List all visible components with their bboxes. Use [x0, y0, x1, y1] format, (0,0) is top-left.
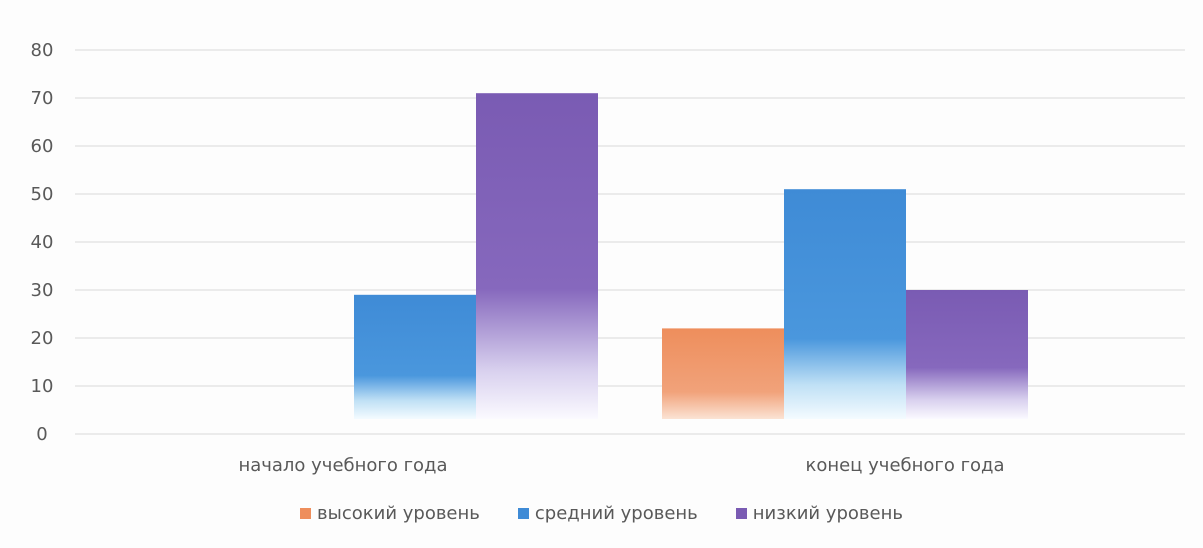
x-axis-categories: начало учебного года конец учебного года [238, 455, 1004, 476]
legend-label: низкий уровень [752, 503, 903, 524]
bar-0-2 [476, 93, 598, 419]
legend-item-medium: средний уровень [517, 503, 698, 524]
y-tick-label: 30 [31, 280, 54, 301]
gridlines [75, 49, 1185, 435]
bar-1-1 [784, 189, 906, 419]
y-tick-label: 40 [31, 232, 54, 253]
legend-swatch [300, 508, 312, 519]
legend-swatch [735, 508, 747, 519]
legend: высокий уровень средний уровень низкий уро… [0, 503, 1203, 524]
y-tick-label: 20 [31, 328, 54, 349]
bar-0-1 [354, 294, 476, 419]
y-tick-label: 70 [31, 88, 54, 109]
y-tick-label: 50 [31, 184, 54, 205]
bar-1-2 [906, 290, 1028, 419]
bar-1-0 [662, 328, 784, 419]
y-axis-ticks: 0 10 20 30 40 50 60 70 80 [31, 40, 54, 445]
y-tick-label: 0 [36, 424, 47, 445]
y-tick-label: 10 [31, 376, 54, 397]
x-category-label: начало учебного года [238, 455, 447, 476]
legend-label: высокий уровень [317, 503, 480, 524]
y-tick-label: 80 [31, 40, 54, 61]
bars [354, 93, 1028, 419]
x-category-label: конец учебного года [805, 455, 1004, 476]
legend-label: средний уровень [534, 503, 698, 524]
y-tick-label: 60 [31, 136, 54, 157]
legend-swatch [517, 508, 529, 519]
legend-item-low: низкий уровень [735, 503, 903, 524]
legend-item-high: высокий уровень [300, 503, 480, 524]
